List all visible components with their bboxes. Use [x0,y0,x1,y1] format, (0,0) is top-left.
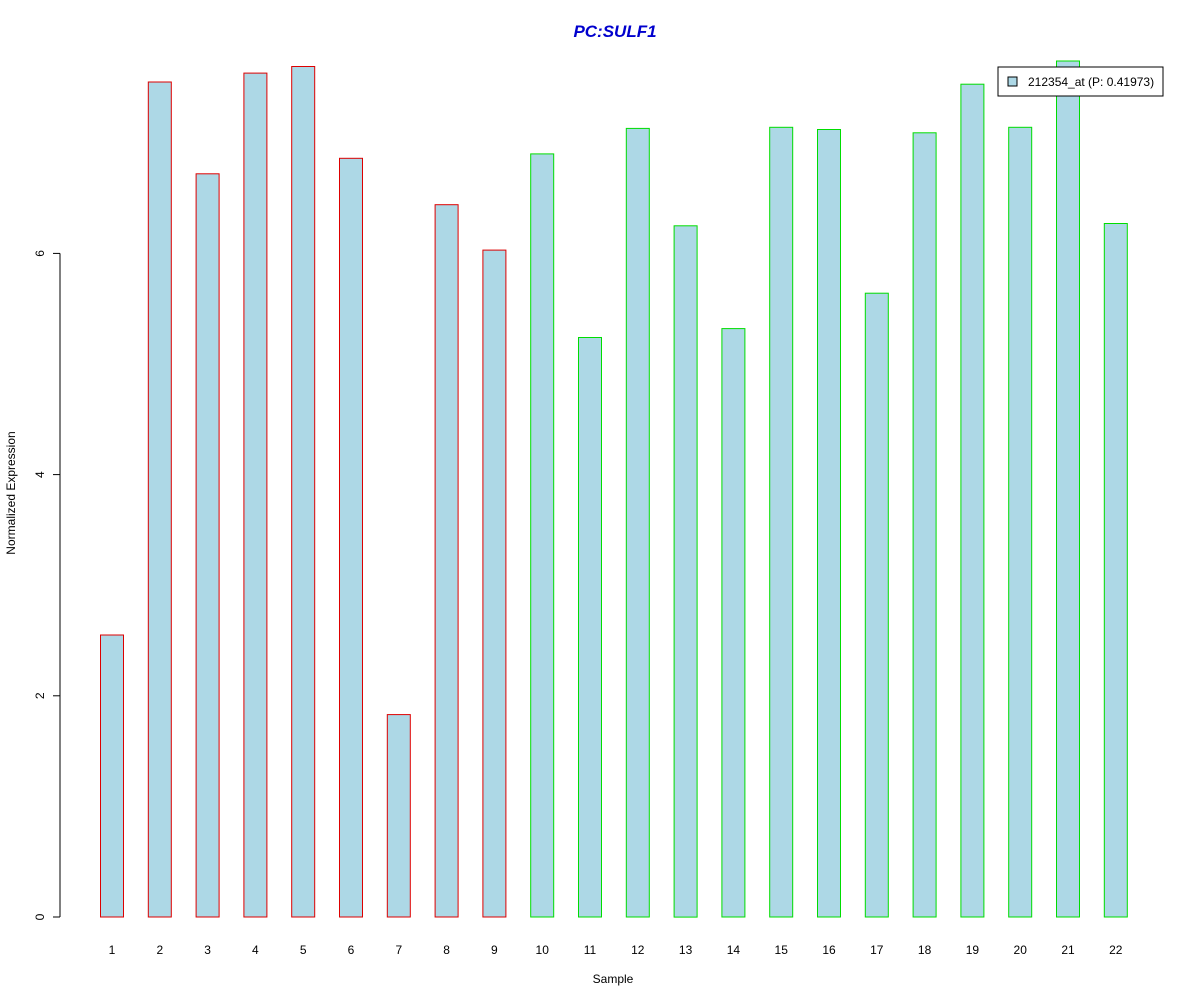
chart-title: PC:SULF1 [573,22,656,41]
x-tick-label: 15 [775,943,789,957]
x-tick-label: 8 [443,943,450,957]
legend-box [997,66,1164,97]
bar-sample-6 [339,157,363,918]
bar-sample-17 [864,292,889,918]
bar-sample-14 [721,328,746,918]
x-tick-label: 20 [1014,943,1028,957]
x-tick-label: 3 [204,943,211,957]
x-tick-labels: 1 2 3 4 5 6 7 8 9 10 11 12 13 14 15 16 17 18 19 20 21 22 [109,943,1123,957]
x-tick-label: 19 [966,943,980,957]
y-tick-label: 2 [33,692,47,699]
x-tick-label: 7 [395,943,402,957]
x-tick-label: 18 [918,943,932,957]
x-tick-label: 10 [536,943,550,957]
legend-swatch [1007,76,1018,87]
y-axis: 0 2 4 6 [33,250,61,920]
x-tick-label: 1 [109,943,116,957]
bar-sample-5 [291,66,316,918]
bar-sample-8 [434,204,459,918]
x-tick-label: 11 [584,943,597,957]
bar-sample-19 [960,83,985,918]
x-axis-label: Sample [593,972,634,986]
y-axis-label: Normalized Expression [4,431,18,554]
x-tick-label: 21 [1061,943,1075,957]
x-tick-label: 16 [822,943,836,957]
bar-series [100,60,1128,918]
x-tick-label: 12 [631,943,645,957]
legend: 212354_at (P: 0.41973) [997,66,1164,97]
x-tick-label: 9 [491,943,498,957]
bar-sample-12 [625,127,650,918]
x-tick-label: 6 [348,943,355,957]
legend-label: 212354_at (P: 0.41973) [1028,75,1154,89]
bar-sample-18 [912,132,937,918]
x-tick-label: 17 [870,943,884,957]
bar-sample-22 [1103,223,1128,918]
x-tick-label: 5 [300,943,307,957]
y-tick-label: 4 [33,471,47,478]
bar-sample-1 [100,634,124,918]
bar-sample-10 [530,153,555,918]
bar-sample-11 [578,337,602,918]
bar-sample-16 [817,129,841,918]
bar-sample-15 [769,126,794,918]
x-tick-label: 13 [679,943,693,957]
y-tick-label: 0 [33,913,47,920]
bar-sample-20 [1008,126,1033,918]
bar-sample-7 [386,714,411,918]
y-tick-label: 6 [33,250,47,257]
bar-sample-3 [195,173,220,918]
x-tick-label: 2 [156,943,163,957]
x-tick-label: 4 [252,943,259,957]
bar-sample-21 [1056,60,1080,918]
x-tick-label: 14 [727,943,741,957]
x-tick-label: 22 [1109,943,1123,957]
bar-sample-2 [147,81,172,918]
bar-sample-9 [482,249,507,918]
bar-sample-13 [673,225,698,918]
bar-sample-4 [243,72,268,918]
